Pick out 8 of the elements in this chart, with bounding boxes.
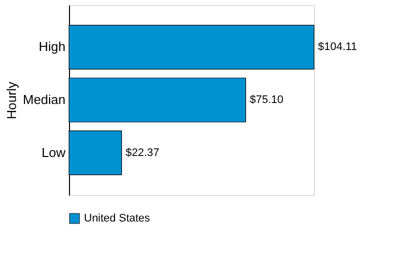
- data-label: $22.37: [126, 146, 160, 159]
- legend-label: United States: [84, 212, 151, 224]
- data-label: $104.11: [318, 41, 357, 54]
- data-label: $75.10: [250, 94, 284, 106]
- y-tick-label: Median: [22, 92, 66, 107]
- y-tick-label: Low: [42, 144, 66, 160]
- y-axis-title: Hourly: [4, 81, 19, 120]
- y-tick-label: High: [38, 39, 66, 54]
